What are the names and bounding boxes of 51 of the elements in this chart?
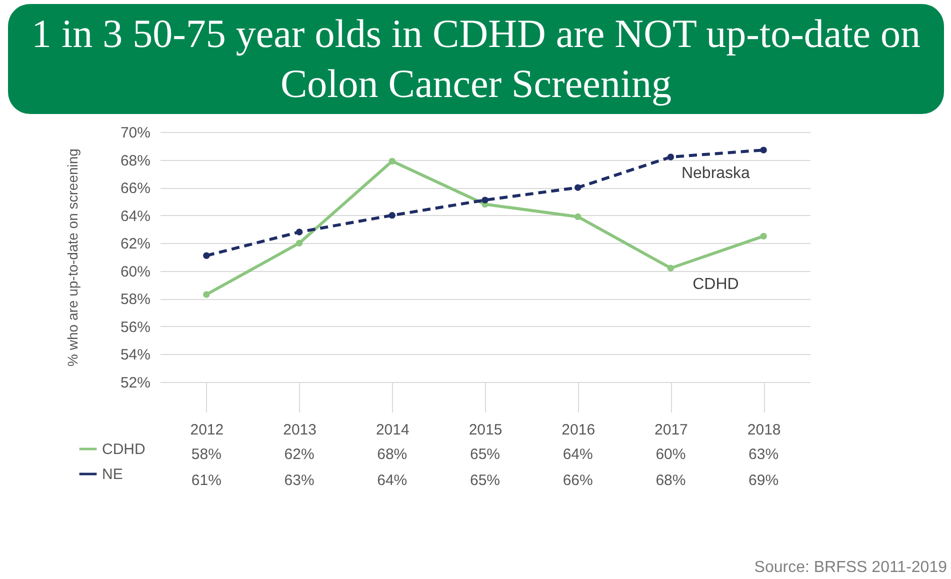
x-tick-label: 2018 [747, 422, 781, 438]
point [203, 291, 210, 298]
point [667, 154, 674, 160]
data-label: 69% [748, 472, 779, 489]
x-tick-label: 2017 [654, 422, 688, 438]
y-tick-label: 52% [120, 374, 150, 392]
data-label: 58% [191, 446, 222, 463]
data-label: 68% [377, 446, 408, 463]
x-tick-label: 2013 [283, 422, 316, 438]
annotation: Nebraska [681, 165, 750, 182]
y-tick-label: 64% [120, 208, 150, 225]
y-tick-label: 54% [120, 346, 150, 364]
data-label: 68% [656, 472, 686, 489]
point [574, 213, 582, 220]
data-label: 66% [562, 472, 593, 489]
x-tick-label: 2016 [562, 422, 596, 438]
y-tick-label: 68% [120, 152, 150, 170]
y-tick-label: 70% [120, 124, 150, 142]
data-label: 64% [377, 472, 408, 489]
y-axis-title: % who are up-to-date on screening [64, 148, 80, 366]
data-label: 64% [562, 446, 593, 463]
x-tick-label: 2014 [376, 422, 410, 438]
data-label: 61% [191, 472, 222, 489]
data-label: 62% [284, 446, 314, 463]
point [296, 228, 303, 236]
data-label: 65% [470, 472, 500, 489]
y-tick-label: 66% [120, 180, 150, 198]
x-tick-label: 2015 [468, 422, 502, 438]
chart-title: 1 in 3 50-75 year olds in CDHD are NOT up-to-date on Colon Cancer Screening [8, 4, 944, 114]
point [203, 252, 210, 259]
point [296, 240, 303, 246]
legend-label: NE [102, 466, 123, 483]
source-note: Source: BRFSS 2011-2019 [754, 559, 947, 577]
x-tick-label: 2012 [190, 422, 224, 438]
point [388, 158, 396, 165]
y-tick-label: 62% [120, 236, 150, 253]
y-tick-label: 58% [120, 291, 150, 308]
legend-label: CDHD [102, 441, 146, 458]
point [574, 184, 582, 191]
y-tick-label: 56% [120, 318, 150, 336]
data-label: 63% [284, 472, 314, 489]
point [482, 196, 488, 204]
annotation: CDHD [692, 276, 739, 294]
point [667, 264, 674, 272]
point [760, 146, 767, 154]
point [760, 232, 767, 240]
data-label: 63% [748, 446, 779, 463]
y-tick-label: 60% [120, 263, 150, 280]
data-label: 60% [656, 446, 686, 463]
data-label: 65% [470, 446, 500, 463]
point [388, 212, 396, 219]
